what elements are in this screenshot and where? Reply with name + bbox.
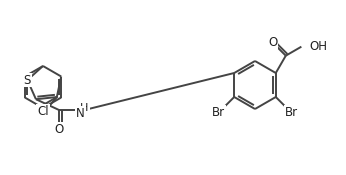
Text: O: O: [268, 36, 277, 49]
Text: N: N: [76, 107, 85, 120]
Text: OH: OH: [309, 40, 327, 53]
Text: H: H: [80, 103, 89, 113]
Text: O: O: [55, 123, 64, 136]
Text: Br: Br: [211, 106, 225, 119]
Text: Br: Br: [285, 106, 299, 119]
Text: S: S: [24, 74, 31, 87]
Text: Cl: Cl: [37, 105, 49, 118]
